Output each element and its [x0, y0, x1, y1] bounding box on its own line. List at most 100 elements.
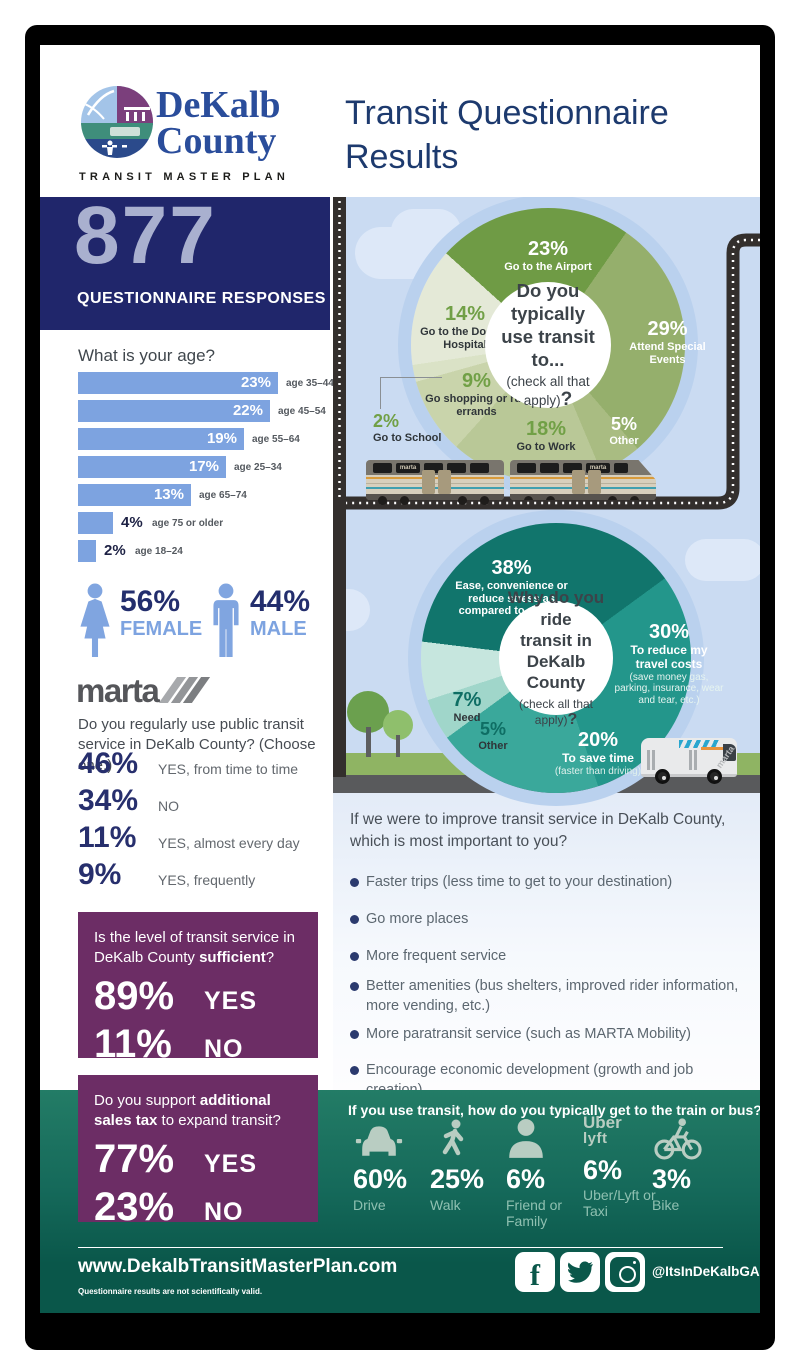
person-icon — [509, 1119, 543, 1158]
responses-count: 877 — [74, 190, 217, 281]
school-callout-line — [380, 377, 381, 409]
female-label: FEMALE — [120, 618, 203, 640]
donut1-center: Do you typically use transit to... (chec… — [485, 280, 611, 410]
bus-wheel — [707, 769, 722, 784]
bar-label: age 25–34 — [234, 462, 282, 473]
bar-label: age 55–64 — [252, 434, 300, 445]
bar-label: age 65–74 — [199, 490, 247, 501]
light-background — [333, 793, 760, 1090]
train-door — [438, 470, 451, 494]
answer-label: YES, from time to time — [158, 761, 299, 777]
uber-wordmark: Uber — [583, 1113, 622, 1132]
q-bold: additional sales tax — [94, 1092, 271, 1130]
no-pct: 11% — [94, 1021, 172, 1066]
answer-pct: 9% — [78, 858, 122, 891]
improve-item: Better amenities (bus shelters, improved… — [350, 977, 748, 1016]
train-windshield — [614, 462, 628, 473]
poster: DeKalb County TRANSIT MASTER PLAN Transi… — [40, 45, 760, 1313]
bar-value: 17% — [188, 458, 219, 475]
train-window — [424, 462, 443, 473]
mode-bike: 3% Bike — [652, 1118, 728, 1213]
train-window — [447, 462, 466, 473]
footer-divider — [78, 1247, 723, 1248]
no-label: NO — [204, 1197, 244, 1226]
tax-yes-row: 77% YES — [94, 1138, 304, 1180]
sufficient-no-row: 11% NO — [94, 1023, 304, 1065]
mode-pct: 25% — [430, 1164, 485, 1194]
page-title: Transit Questionnaire Results — [345, 94, 669, 177]
bike-icon — [654, 1118, 702, 1160]
improve-item: Go more places — [350, 910, 748, 930]
yes-pct: 89% — [94, 973, 175, 1018]
left-rail — [333, 197, 346, 777]
yes-label: YES — [204, 1149, 258, 1178]
logo-line1: DeKalb — [156, 84, 281, 126]
bus-orange-stripe — [701, 747, 723, 750]
dekalb-county-logo — [81, 86, 153, 158]
bar: 22% — [78, 400, 270, 422]
logo-line2: County — [156, 120, 277, 163]
walk-icon — [442, 1119, 464, 1156]
bar: 13% — [78, 484, 191, 506]
train-marta-label: marta — [586, 462, 610, 473]
bar-label: age 18–24 — [135, 546, 183, 557]
slice-label-other: 5% Other — [609, 414, 639, 447]
slice-label-other2: 5% Other — [478, 719, 508, 752]
mode-label: Walk — [430, 1196, 461, 1213]
responses-box: 877 QUESTIONNAIRE RESPONSES — [40, 190, 330, 330]
sufficient-yes-row: 89% YES — [94, 975, 304, 1017]
train-window — [540, 462, 559, 473]
mode-uber-lyft: Uber lyft 6% Uber/Lyft or Taxi — [583, 1114, 659, 1219]
slice-label-events: 29% Attend Special Events — [629, 318, 706, 366]
q-prefix: Do you support — [94, 1092, 200, 1109]
bar: 23% — [78, 372, 278, 394]
mode-drive: 60% Drive — [353, 1118, 429, 1213]
mode-label: Bike — [652, 1196, 680, 1213]
train-door — [588, 470, 601, 494]
bus-wheel — [655, 769, 670, 784]
transit-graphic-panel: 23% Go to the Airport 29% Attend Special… — [333, 197, 760, 1090]
bar-value: 2% — [104, 542, 126, 559]
tree-trunk — [396, 735, 400, 757]
bar — [78, 512, 113, 534]
train-window — [517, 462, 536, 473]
male-pct: 44% — [250, 585, 311, 618]
answer-pct: 11% — [78, 821, 137, 854]
answer-label: YES, frequently — [158, 872, 256, 888]
q-prefix: Is the level of transit service in DeKal… — [94, 929, 295, 967]
responses-label: QUESTIONNAIRE RESPONSES — [77, 290, 326, 307]
transit-purpose-donut: 23% Go to the Airport 29% Attend Special… — [411, 208, 706, 482]
q-suffix: ? — [265, 949, 275, 967]
usage-answer-row: 11% YES, almost every day — [78, 821, 348, 855]
female-stat: 56% FEMALE — [120, 587, 202, 641]
bar: 19% — [78, 428, 244, 450]
bar-value: 22% — [232, 402, 263, 419]
footer-url: www.DekalbTransitMasterPlan.com — [78, 1256, 398, 1277]
female-pct: 56% — [120, 585, 181, 618]
sufficient-box: Is the level of transit service in DeKal… — [78, 912, 318, 1065]
tax-no-row: 23% NO — [94, 1186, 304, 1228]
cloud — [391, 209, 461, 254]
slice-label-costs: 30% To reduce my travel costs (save mone… — [614, 621, 724, 706]
logo-subtitle: TRANSIT MASTER PLAN — [79, 171, 289, 183]
bar-label: age 45–54 — [278, 406, 326, 417]
bar-value: 19% — [206, 430, 237, 447]
donut2-center: Why do you ride transit in DeKalb County… — [499, 588, 613, 728]
marta-wordmark: marta — [76, 671, 160, 709]
marta-bus: marta — [641, 738, 741, 784]
mode-walk: 25% Walk — [430, 1118, 506, 1213]
train-car: marta — [366, 460, 504, 505]
tree-trunk — [366, 727, 371, 757]
bar-label: age 35–44 — [286, 378, 334, 389]
improve-item: More frequent service — [350, 947, 748, 967]
slice-label-airport: 23% Go to the Airport — [504, 238, 592, 273]
male-icon — [213, 583, 239, 657]
train-car-front: marta — [510, 460, 656, 500]
male-stat: 44% MALE — [250, 587, 310, 641]
logo-wordmark: DeKalb County — [156, 84, 281, 163]
uber-lyft-logo: Uber lyft — [583, 1114, 659, 1148]
train-marta-label: marta — [396, 462, 420, 473]
usage-question: Do you regularly use public transit serv… — [78, 716, 316, 774]
improve-item: Faster trips (less time to get to your d… — [350, 873, 748, 893]
